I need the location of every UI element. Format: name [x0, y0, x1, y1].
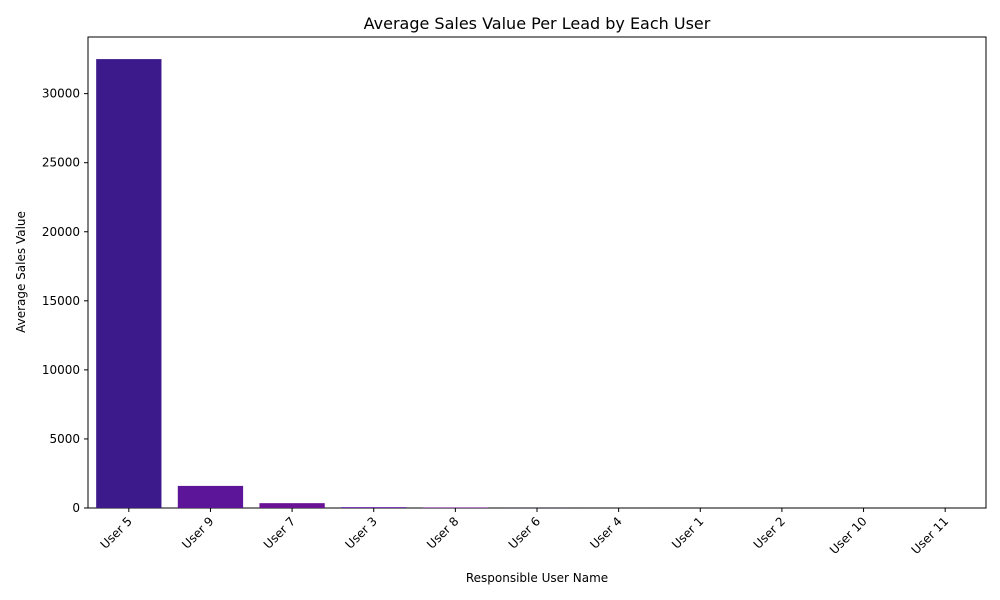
- x-tick-label: User 3: [343, 514, 380, 551]
- y-tick-label: 25000: [42, 156, 80, 170]
- bar-user-9: [177, 485, 244, 508]
- bar-user-5: [96, 59, 162, 509]
- x-tick-label: User 10: [827, 514, 870, 557]
- x-tick-label: User 6: [506, 514, 543, 551]
- plot-frame: [87, 36, 987, 509]
- y-tick-label: 5000: [49, 432, 80, 446]
- y-axis-label: Average Sales Value: [14, 211, 28, 333]
- y-tick-label: 15000: [42, 294, 80, 308]
- bar-user-7: [259, 503, 325, 508]
- x-tick-label: User 5: [98, 514, 135, 551]
- x-tick-label: User 4: [587, 514, 624, 551]
- x-tick-label: User 9: [179, 514, 216, 551]
- x-tick-label: User 11: [909, 514, 952, 557]
- y-axis-ticks: 0 5000 10000 15000 20000 25000 30000: [42, 87, 88, 515]
- x-axis-ticks: User 5 User 9 User 7 User 3 User 8 User 6 User…: [98, 508, 952, 557]
- x-tick-label: User 8: [424, 514, 461, 551]
- x-tick-label: User 7: [261, 514, 298, 551]
- y-tick-label: 0: [72, 501, 80, 515]
- y-tick-label: 20000: [42, 225, 80, 239]
- bar-user-8: [422, 507, 489, 508]
- y-tick-label: 10000: [42, 363, 80, 377]
- chart-title: Average Sales Value Per Lead by Each Use…: [364, 14, 711, 33]
- bars-group: [96, 59, 897, 509]
- x-axis-label: Responsible User Name: [466, 571, 608, 585]
- x-tick-label: User 2: [751, 514, 788, 551]
- y-tick-label: 30000: [42, 87, 80, 101]
- bar-user-3: [341, 507, 407, 508]
- x-tick-label: User 1: [669, 514, 706, 551]
